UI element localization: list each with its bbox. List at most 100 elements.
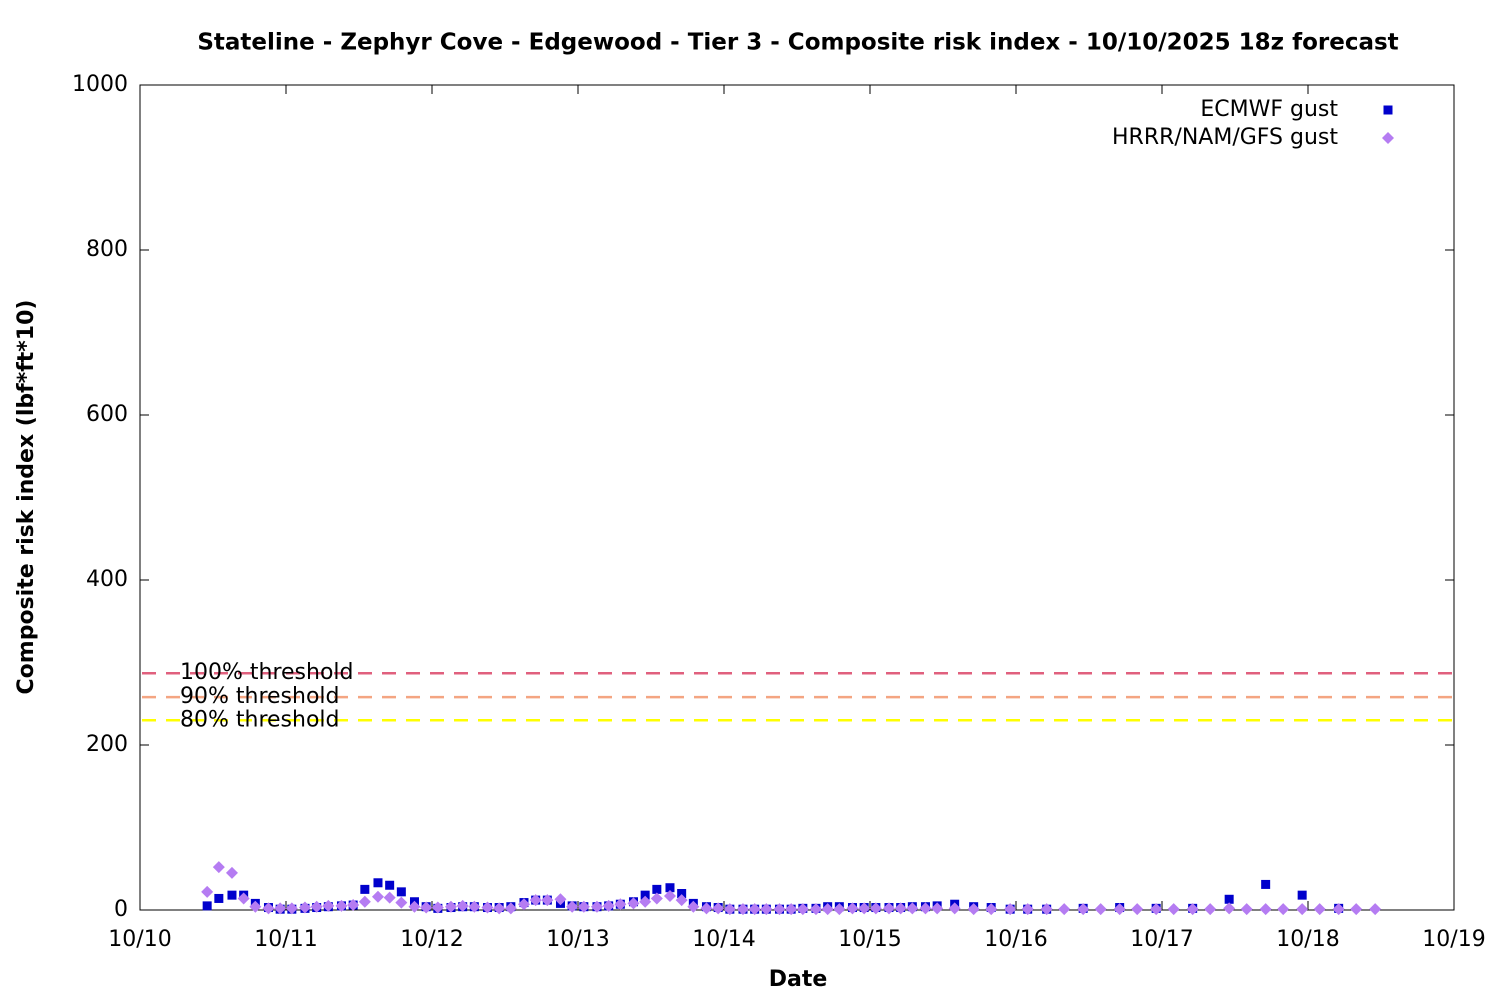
model-point [431, 901, 444, 914]
y-tick-label: 600 [86, 402, 128, 427]
model-point [736, 903, 749, 916]
model-point [1167, 903, 1180, 916]
threshold-label: 90% threshold [180, 684, 340, 709]
model-point [833, 903, 846, 916]
threshold-label: 100% threshold [180, 660, 354, 685]
model-point [590, 900, 603, 913]
model-point [541, 894, 554, 907]
legend-swatch [1383, 105, 1393, 115]
model-point [310, 900, 323, 913]
legend-label: ECMWF gust [1200, 97, 1338, 122]
model-point [285, 902, 298, 915]
ecmwf-point [640, 890, 650, 900]
model-point [1332, 903, 1345, 916]
model-point [1313, 903, 1326, 916]
model-point [1150, 903, 1163, 916]
model-point [1077, 903, 1090, 916]
model-point [869, 902, 882, 915]
model-point [639, 895, 652, 908]
model-point [712, 902, 725, 915]
model-point [358, 895, 371, 908]
ecmwf-point [1261, 879, 1271, 889]
model-point [371, 890, 384, 903]
model-point [846, 902, 859, 915]
model-point [554, 893, 567, 906]
ecmwf-point [1224, 894, 1234, 904]
model-point [395, 896, 408, 909]
model-point [675, 894, 688, 907]
model-point [687, 900, 700, 913]
model-point [906, 902, 919, 915]
model-point [201, 885, 214, 898]
model-point [614, 898, 627, 911]
x-tick-label: 10/13 [546, 927, 609, 952]
model-point [274, 902, 287, 915]
model-point [858, 902, 871, 915]
model-point [760, 903, 773, 916]
model-point [420, 901, 433, 914]
x-tick-label: 10/19 [1422, 927, 1485, 952]
ecmwf-point [214, 893, 224, 903]
model-point [663, 889, 676, 902]
legend-label: HRRR/NAM/GFS gust [1112, 125, 1338, 150]
model-point [456, 899, 469, 912]
model-point [602, 899, 615, 912]
model-point [723, 903, 736, 916]
model-point [322, 899, 335, 912]
x-tick-label: 10/12 [400, 927, 463, 952]
model-point [1004, 903, 1017, 916]
ecmwf-point [652, 884, 662, 894]
model-point [481, 901, 494, 914]
x-axis-label: Date [769, 967, 828, 992]
model-point [931, 902, 944, 915]
model-point [809, 903, 822, 916]
ecmwf-point [373, 878, 383, 888]
x-tick-label: 10/15 [838, 927, 901, 952]
x-tick-label: 10/14 [692, 927, 755, 952]
model-point [335, 899, 348, 912]
ecmwf-point [665, 883, 675, 893]
y-tick-label: 400 [86, 567, 128, 592]
x-tick-label: 10/18 [1276, 927, 1339, 952]
model-point [212, 861, 225, 874]
model-point [967, 903, 980, 916]
model-point [1277, 903, 1290, 916]
model-point [1094, 903, 1107, 916]
model-point [1350, 903, 1363, 916]
model-point [1113, 903, 1126, 916]
y-tick-label: 0 [114, 897, 128, 922]
model-point [627, 897, 640, 910]
model-point [529, 894, 542, 907]
model-point [985, 903, 998, 916]
model-point [796, 903, 809, 916]
model-point [383, 891, 396, 904]
ecmwf-point [1297, 890, 1307, 900]
model-point [700, 902, 713, 915]
legend-swatch [1382, 132, 1394, 144]
y-tick-label: 1000 [72, 72, 128, 97]
model-point [1021, 903, 1034, 916]
model-point [298, 901, 311, 914]
ecmwf-point [396, 887, 406, 897]
model-point [468, 900, 481, 913]
model-point [821, 903, 834, 916]
y-tick-label: 200 [86, 732, 128, 757]
threshold-label: 80% threshold [180, 707, 340, 732]
model-point [1204, 903, 1217, 916]
model-point [894, 902, 907, 915]
x-tick-label: 10/11 [254, 927, 317, 952]
x-tick-label: 10/10 [108, 927, 171, 952]
model-point [225, 866, 238, 879]
model-point [882, 902, 895, 915]
model-point [1240, 903, 1253, 916]
model-point [493, 902, 506, 915]
model-point [408, 900, 421, 913]
model-point [504, 902, 517, 915]
model-point [249, 900, 262, 913]
model-point [1369, 903, 1382, 916]
model-point [262, 902, 275, 915]
model-point [517, 898, 530, 911]
ecmwf-point [677, 889, 687, 898]
x-tick-label: 10/16 [984, 927, 1047, 952]
model-point [237, 892, 250, 905]
